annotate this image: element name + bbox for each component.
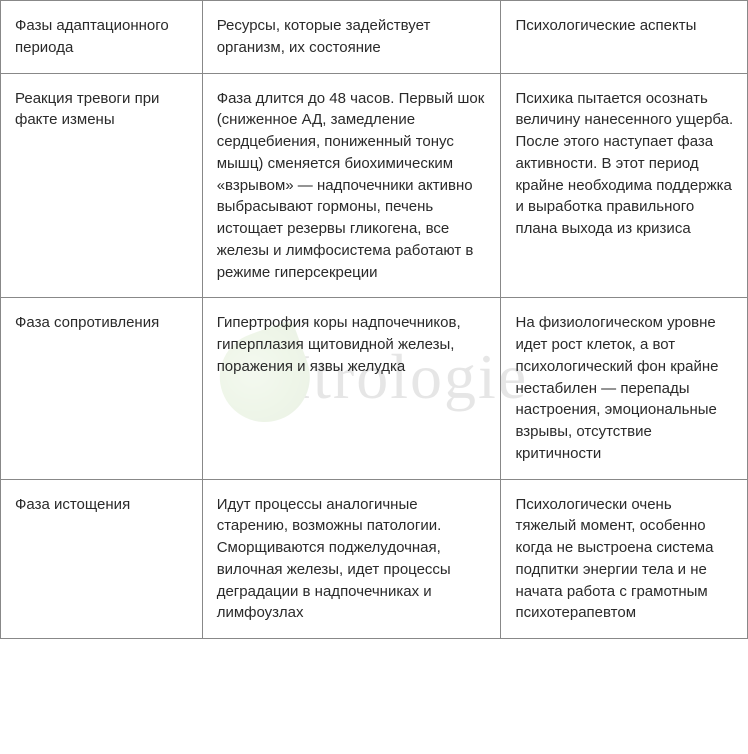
table-row: Реакция тревоги при факте измены Фаза дл… [1,73,748,298]
cell-phase: Фаза сопротивления [1,298,203,479]
cell-phase: Фаза истощения [1,479,203,639]
adaptation-phases-table: Фазы адаптационного периода Ресурсы, кот… [0,0,748,639]
table-row: Фаза сопротивления Гипертрофия коры надп… [1,298,748,479]
cell-phase: Реакция тревоги при факте измены [1,73,203,298]
header-psychological: Психологические аспекты [501,1,748,74]
cell-psychological: Психика пытается осознать величину нанес… [501,73,748,298]
cell-resources: Идут процессы аналогичные старению, возм… [202,479,501,639]
table-header-row: Фазы адаптационного периода Ресурсы, кот… [1,1,748,74]
cell-psychological: Психологически очень тяжелый момент, осо… [501,479,748,639]
header-resources: Ресурсы, которые задействует организм, и… [202,1,501,74]
table-row: Фаза истощения Идут процессы аналогичные… [1,479,748,639]
cell-resources: Гипертрофия коры надпочечников, гиперпла… [202,298,501,479]
header-phase: Фазы адаптационного периода [1,1,203,74]
cell-psychological: На физиологическом уровне идет рост клет… [501,298,748,479]
cell-resources: Фаза длится до 48 часов. Первый шок (сни… [202,73,501,298]
